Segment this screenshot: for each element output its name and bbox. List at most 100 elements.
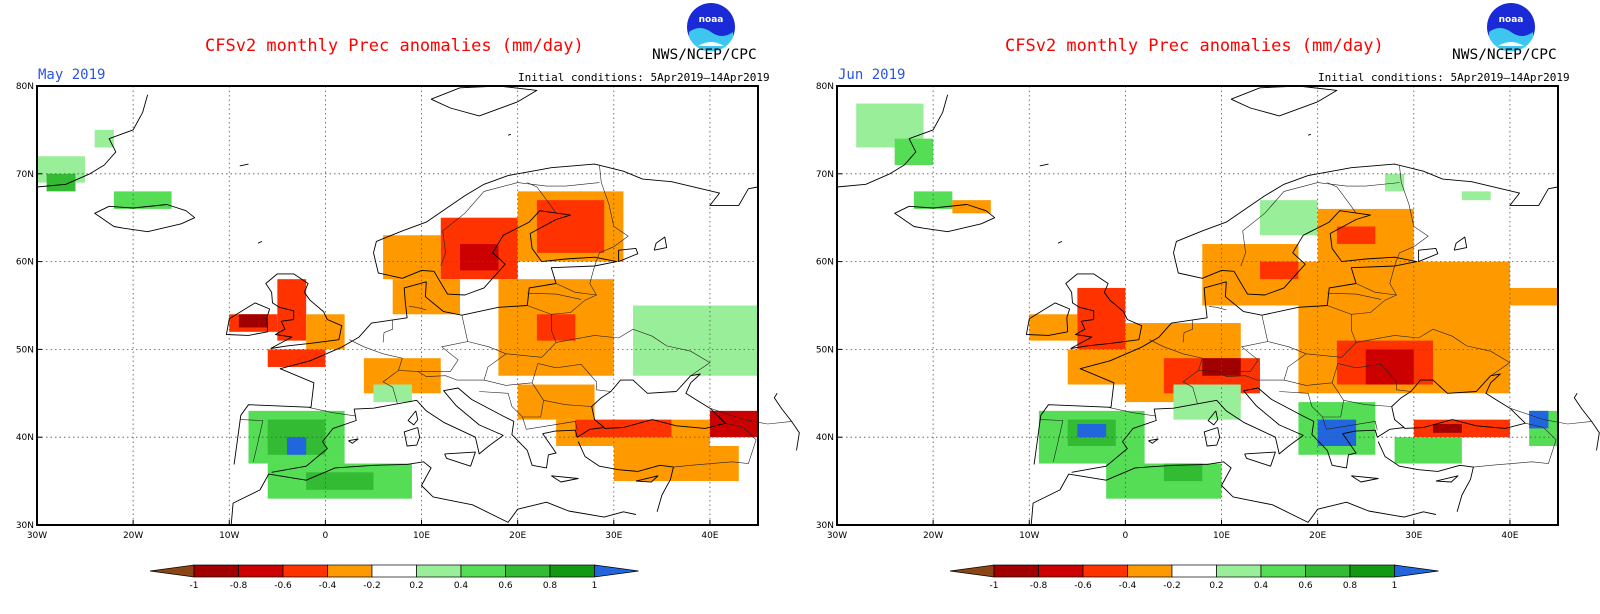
colorbar-swatch xyxy=(993,564,1039,578)
anomaly-cell xyxy=(46,173,76,192)
country-border xyxy=(440,182,600,267)
colorbar-swatch xyxy=(460,564,506,578)
colorbar-label: 0.2 xyxy=(1209,581,1223,591)
colorbar-label: -0.2 xyxy=(363,581,381,591)
anomaly-cell xyxy=(238,314,268,328)
colorbar-swatch xyxy=(1305,564,1351,578)
colorbar-swatch xyxy=(1127,564,1173,578)
country-border xyxy=(1217,371,1258,381)
colorbar-label: 0.2 xyxy=(409,581,423,591)
country-border xyxy=(531,382,592,407)
anomaly-cell xyxy=(1077,424,1107,438)
anomaly-cell xyxy=(1067,349,1126,385)
anomaly-cell xyxy=(1384,173,1405,192)
lake-outline xyxy=(653,236,668,251)
colorbar-label: -0.6 xyxy=(1074,581,1092,591)
country-border xyxy=(479,391,544,418)
coastline xyxy=(1039,163,1049,167)
colorbar-swatch xyxy=(238,564,284,578)
coastline xyxy=(1033,163,1559,465)
country-border xyxy=(467,341,507,355)
lon-tick-label: 30W xyxy=(27,531,47,541)
anomaly-cell xyxy=(952,200,991,214)
colorbar-swatch xyxy=(549,564,595,578)
country-border xyxy=(537,363,611,392)
colorbar-label: 0.4 xyxy=(454,581,469,591)
coastline xyxy=(1148,438,1159,444)
anomaly-cell xyxy=(517,384,595,420)
coastline xyxy=(551,475,579,483)
anomaly-cell xyxy=(1529,410,1549,429)
lat-tick-label: 50N xyxy=(816,345,834,355)
coastline xyxy=(1377,441,1474,512)
lon-tick-label: 20W xyxy=(923,531,943,541)
country-border xyxy=(1240,182,1400,267)
lat-tick-label: 60N xyxy=(816,258,834,268)
graticule xyxy=(837,86,1558,525)
anomaly-cell xyxy=(613,445,739,482)
coastline xyxy=(403,427,421,447)
country-border xyxy=(673,422,757,468)
noaa-logo: noaa xyxy=(686,2,736,52)
colorbar-swatch xyxy=(1038,564,1084,578)
anomaly-cell xyxy=(459,244,499,271)
colorbar-swatch xyxy=(1260,564,1306,578)
anomaly-cells xyxy=(37,129,758,499)
anomaly-cell xyxy=(1029,314,1078,341)
anomaly-cell xyxy=(113,191,172,209)
country-border xyxy=(1356,328,1511,376)
country-border xyxy=(1198,315,1269,372)
anomaly-cell xyxy=(894,138,934,166)
country-border xyxy=(382,320,394,343)
anomaly-cell xyxy=(1106,463,1222,499)
coastline xyxy=(1573,393,1600,451)
anomaly-cell xyxy=(306,472,374,490)
coastline xyxy=(1065,273,1143,349)
colorbar-swatch xyxy=(193,564,239,578)
anomaly-cell xyxy=(1317,419,1357,446)
coastline xyxy=(1435,475,1459,483)
agency-label: NWS/NCEP/CPC xyxy=(652,47,757,63)
country-border xyxy=(408,306,427,311)
lon-tick-label: 20E xyxy=(509,531,526,541)
colorbar-arrow-high xyxy=(594,564,639,578)
lake-outline xyxy=(1418,247,1439,263)
coastline xyxy=(894,204,996,233)
coastline xyxy=(239,163,249,167)
lat-tick-label: 60N xyxy=(16,258,34,268)
anomaly-cell xyxy=(1336,226,1376,245)
anomaly-cell xyxy=(709,410,758,438)
lat-tick-label: 40N xyxy=(816,433,834,443)
lon-tick-label: 10W xyxy=(1019,531,1039,541)
country-border xyxy=(1351,265,1397,315)
map-frame xyxy=(36,85,759,526)
country-border xyxy=(1394,164,1429,267)
map-frame xyxy=(836,85,1559,526)
country-border xyxy=(1267,341,1307,355)
coastline xyxy=(407,410,419,426)
colorbar-swatch xyxy=(505,564,551,578)
coastline xyxy=(1307,133,1312,136)
country-border xyxy=(1208,306,1227,311)
country-border xyxy=(1279,391,1344,418)
country-border xyxy=(1283,363,1339,386)
chart-title: CFSv2 monthly Prec anomalies (mm/day) xyxy=(205,36,584,56)
country-border xyxy=(1355,283,1397,296)
lon-tick-label: 10E xyxy=(413,531,430,541)
coastline xyxy=(1244,451,1276,467)
country-border xyxy=(1473,422,1557,468)
agency-label: NWS/NCEP/CPC xyxy=(1452,47,1557,63)
country-border xyxy=(1327,292,1382,300)
colorbar-label: 0.6 xyxy=(498,581,513,591)
coastline xyxy=(773,393,800,451)
coastline xyxy=(348,438,359,444)
colorbar-label: -0.8 xyxy=(230,581,248,591)
country-border xyxy=(1149,339,1203,404)
svg-text:noaa: noaa xyxy=(1499,15,1524,25)
lake-outline xyxy=(618,247,639,263)
colorbar-swatch xyxy=(282,564,328,578)
colorbar-swatch xyxy=(416,564,462,578)
colorbar-swatch xyxy=(371,564,417,578)
country-border xyxy=(551,265,597,315)
lat-tick-label: 40N xyxy=(16,433,34,443)
